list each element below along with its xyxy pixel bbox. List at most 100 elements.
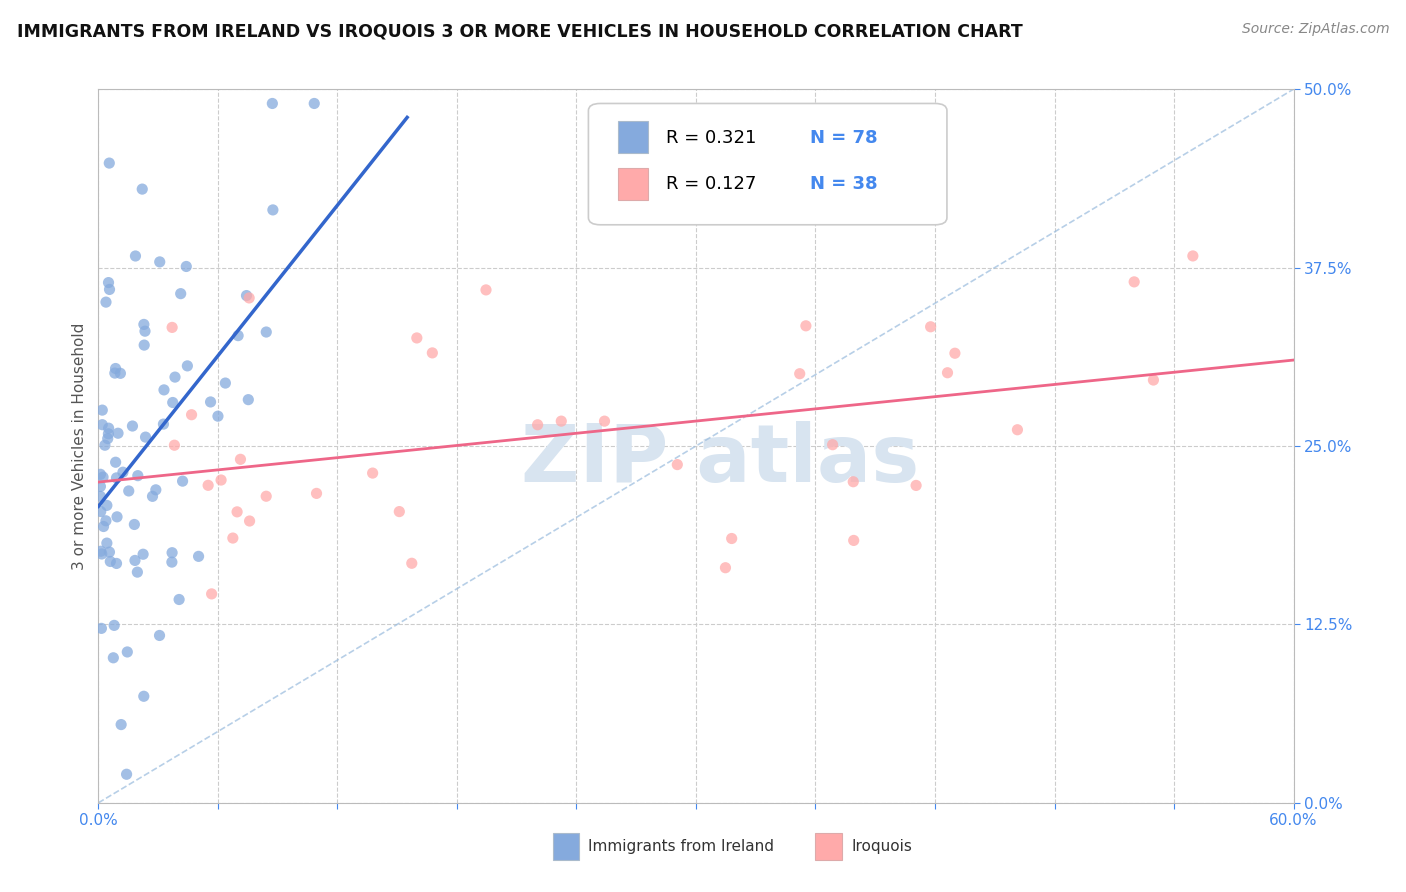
Text: Immigrants from Ireland: Immigrants from Ireland <box>589 838 775 854</box>
Point <box>1142 373 1164 387</box>
Point <box>222 531 245 545</box>
Point <box>111 465 134 479</box>
Point <box>97 432 120 446</box>
Point <box>420 346 443 360</box>
Point <box>103 618 125 632</box>
Point <box>163 370 186 384</box>
Point <box>89 489 111 503</box>
Point <box>93 519 115 533</box>
Text: Source: ZipAtlas.com: Source: ZipAtlas.com <box>1241 22 1389 37</box>
Point <box>91 417 114 432</box>
Point <box>118 483 141 498</box>
Point <box>1123 275 1146 289</box>
Point <box>124 517 146 532</box>
Point <box>134 324 156 338</box>
Point <box>94 295 117 310</box>
Point <box>197 478 219 492</box>
Point <box>121 419 143 434</box>
Point <box>163 438 186 452</box>
Point <box>104 366 127 380</box>
Point <box>132 318 155 332</box>
Point <box>262 96 284 111</box>
Point <box>145 483 167 497</box>
Point <box>90 544 112 558</box>
Point <box>105 471 128 485</box>
Point <box>134 338 156 352</box>
Point <box>103 650 125 665</box>
FancyBboxPatch shape <box>619 168 648 200</box>
FancyBboxPatch shape <box>619 121 648 153</box>
Point <box>235 288 257 302</box>
Point <box>905 478 928 492</box>
Point <box>214 376 236 390</box>
Point <box>174 260 197 274</box>
Text: ZIP atlas: ZIP atlas <box>520 421 920 500</box>
Point <box>226 505 249 519</box>
Point <box>160 320 183 334</box>
FancyBboxPatch shape <box>815 833 842 860</box>
Text: N = 78: N = 78 <box>810 128 877 146</box>
Point <box>90 504 112 518</box>
Point <box>936 366 959 380</box>
Point <box>200 395 222 409</box>
Point <box>180 408 202 422</box>
Point <box>98 282 121 296</box>
Point <box>789 367 811 381</box>
Point <box>475 283 498 297</box>
Point <box>110 717 132 731</box>
Point <box>97 426 120 441</box>
Point <box>115 767 138 781</box>
Point <box>94 514 117 528</box>
Point <box>149 255 172 269</box>
Point <box>1181 249 1204 263</box>
Point <box>172 474 194 488</box>
Point <box>98 554 121 568</box>
Point <box>90 547 112 561</box>
Point <box>127 468 149 483</box>
Point <box>104 361 127 376</box>
Point <box>152 417 174 431</box>
Point <box>117 645 139 659</box>
Point <box>238 392 260 407</box>
Point <box>167 592 190 607</box>
Point <box>97 276 120 290</box>
Point <box>262 202 284 217</box>
Point <box>162 395 184 409</box>
Point <box>401 556 423 570</box>
Point <box>254 325 277 339</box>
Point <box>153 383 176 397</box>
Point <box>238 291 260 305</box>
Point <box>91 470 114 484</box>
Point <box>207 409 229 424</box>
Point <box>89 479 111 493</box>
Text: R = 0.127: R = 0.127 <box>666 175 756 193</box>
Point <box>720 532 742 546</box>
Point <box>943 346 966 360</box>
Text: R = 0.321: R = 0.321 <box>666 128 756 146</box>
Point <box>229 452 252 467</box>
Point <box>141 489 163 503</box>
Point <box>131 182 153 196</box>
Text: Iroquois: Iroquois <box>852 838 912 854</box>
Point <box>176 359 198 373</box>
Point <box>96 499 118 513</box>
Text: N = 38: N = 38 <box>810 175 877 193</box>
Point <box>135 430 157 444</box>
Point <box>132 690 155 704</box>
Point <box>209 473 232 487</box>
Point <box>361 466 384 480</box>
Point <box>124 553 146 567</box>
Point <box>842 533 865 548</box>
Point <box>593 414 616 428</box>
Point <box>90 621 112 635</box>
FancyBboxPatch shape <box>589 103 948 225</box>
FancyBboxPatch shape <box>553 833 579 860</box>
Point <box>405 331 427 345</box>
Point <box>239 514 262 528</box>
Point <box>550 414 572 428</box>
Point <box>107 426 129 441</box>
Point <box>304 96 326 111</box>
Text: IMMIGRANTS FROM IRELAND VS IROQUOIS 3 OR MORE VEHICLES IN HOUSEHOLD CORRELATION : IMMIGRANTS FROM IRELAND VS IROQUOIS 3 OR… <box>17 22 1022 40</box>
Point <box>105 557 128 571</box>
Point <box>148 628 170 642</box>
